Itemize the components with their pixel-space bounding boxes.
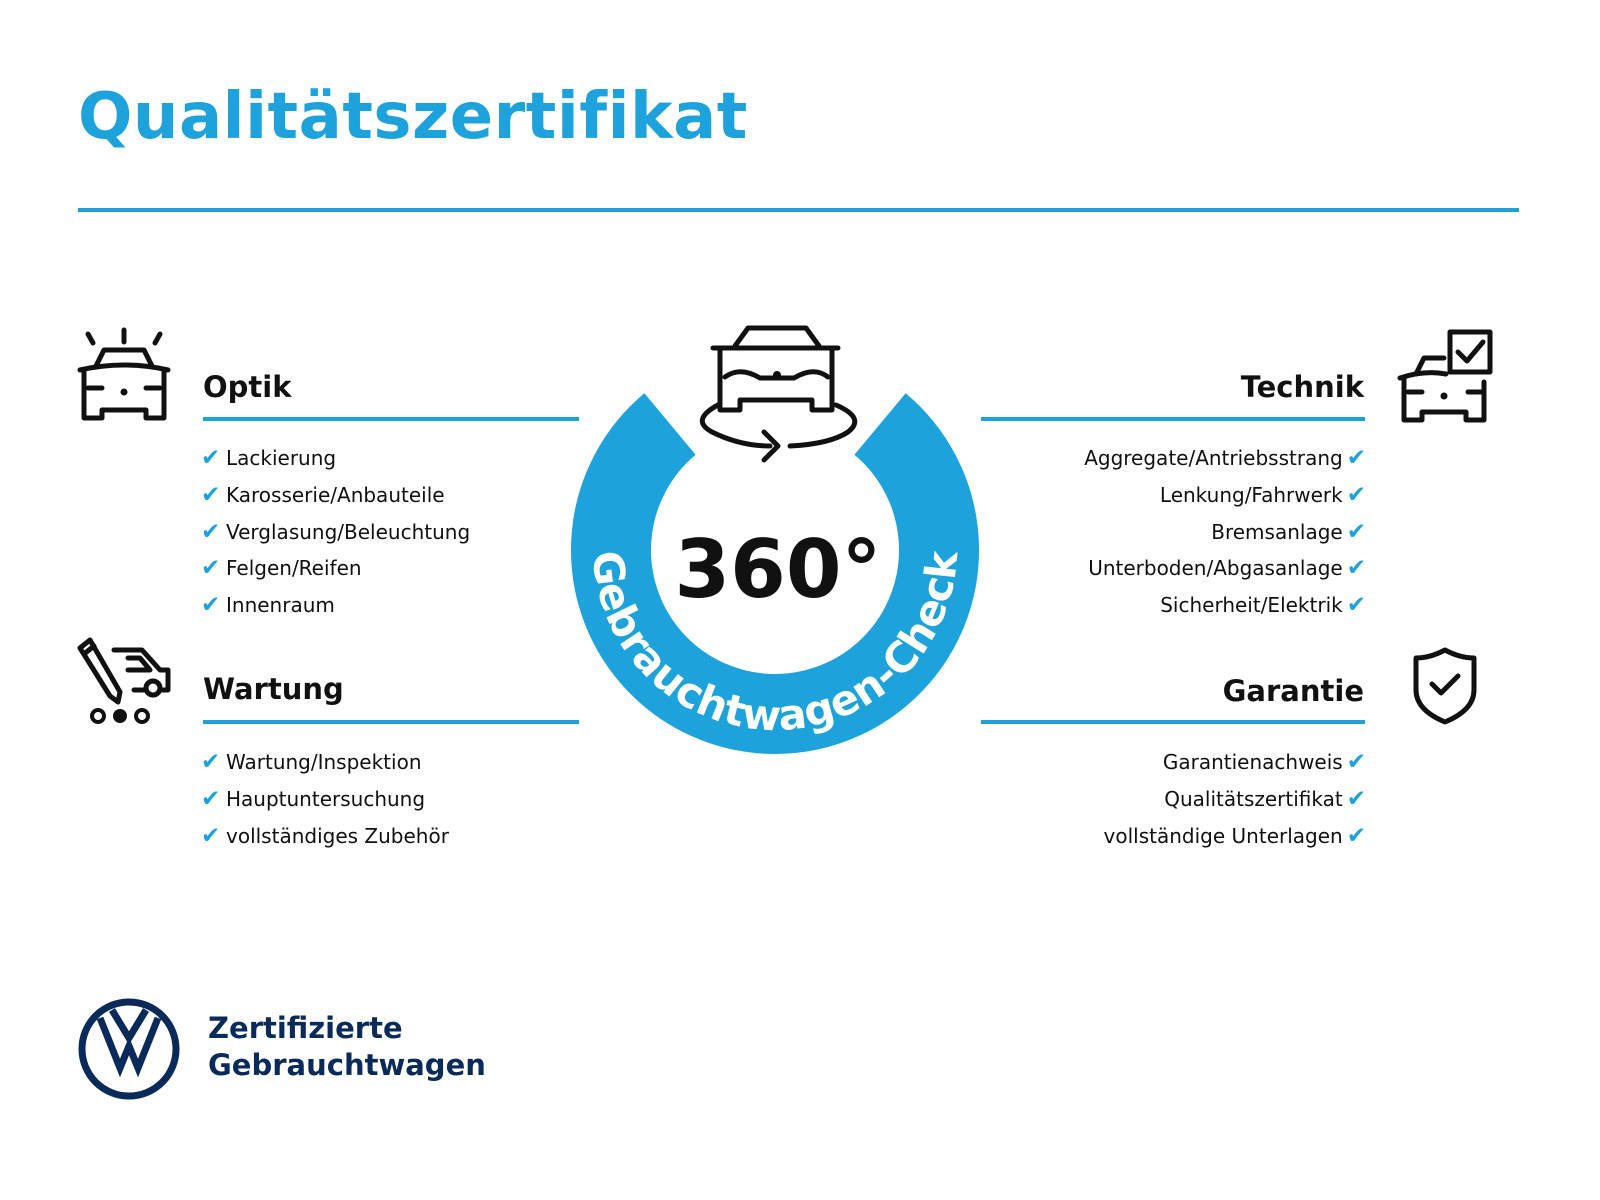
list-item: Aggregate/Antriebsstrang ✔ <box>1084 440 1366 477</box>
section-heading-optik: Optik <box>203 370 292 404</box>
wartung-list: ✔ Wartung/Inspektion ✔ Hauptuntersuchung ✔… <box>201 744 449 854</box>
section-divider <box>203 720 579 724</box>
vw-logo <box>78 998 180 1100</box>
list-item: Unterboden/Abgasanlage ✔ <box>1084 550 1366 587</box>
car-rotate-icon <box>700 325 858 463</box>
section-divider <box>203 417 579 421</box>
check-icon: ✔ <box>1346 445 1366 471</box>
check-icon: ✔ <box>1346 785 1366 812</box>
list-item: ✔ Verglasung/Beleuchtung <box>201 514 470 551</box>
check-icon: ✔ <box>1346 555 1366 582</box>
shield-check-icon <box>1413 647 1477 725</box>
check-icon: ✔ <box>201 518 221 545</box>
check-icon: ✔ <box>1346 518 1366 545</box>
check-icon: ✔ <box>1346 481 1366 508</box>
list-item: Sicherheit/Elektrik ✔ <box>1084 587 1366 624</box>
check-icon: ✔ <box>201 481 221 508</box>
list-item: ✔ Wartung/Inspektion <box>201 744 449 781</box>
list-item: Qualitätszertifikat ✔ <box>1104 781 1366 818</box>
service-van-icon <box>77 637 171 724</box>
list-item: Bremsanlage ✔ <box>1084 514 1366 551</box>
list-item: ✔ Hauptuntersuchung <box>201 781 449 818</box>
title-divider <box>78 208 1519 212</box>
check-icon: ✔ <box>201 822 221 849</box>
check-icon: ✔ <box>201 785 221 812</box>
section-divider <box>981 720 1365 724</box>
list-item: ✔ Felgen/Reifen <box>201 550 470 587</box>
section-divider <box>981 417 1365 421</box>
check-icon: ✔ <box>201 555 221 582</box>
section-heading-technik: Technik <box>1240 370 1364 404</box>
list-item: ✔ Karosserie/Anbauteile <box>201 477 470 514</box>
list-item: Garantienachweis ✔ <box>1104 744 1366 781</box>
list-item: ✔ Lackierung <box>201 440 470 477</box>
badge-ring <box>571 393 979 754</box>
degrees-label: 360° <box>675 523 882 616</box>
optik-list: ✔ Lackierung ✔ Karosserie/Anbauteile ✔ Verg… <box>201 440 470 624</box>
check-icon: ✔ <box>201 749 221 775</box>
section-heading-wartung: Wartung <box>203 672 344 706</box>
brand-text: Zertifizierte Gebrauchtwagen <box>208 1011 486 1082</box>
list-item: vollständige Unterlagen ✔ <box>1104 818 1366 855</box>
check-icon: ✔ <box>201 592 221 619</box>
garantie-list: Garantienachweis ✔ Qualitätszertifikat ✔ v… <box>1104 744 1366 854</box>
car-inspection-icon <box>77 327 171 421</box>
check-icon: ✔ <box>201 445 221 471</box>
car-checkbox-icon <box>1397 329 1493 423</box>
page-title: Qualitätszertifikat <box>78 80 748 154</box>
technik-list: Aggregate/Antriebsstrang ✔ Lenkung/Fahrwe… <box>1084 440 1366 624</box>
check-icon: ✔ <box>1346 749 1366 775</box>
check-icon: ✔ <box>1346 592 1366 619</box>
list-item: ✔ vollständiges Zubehör <box>201 818 449 855</box>
list-item: Lenkung/Fahrwerk ✔ <box>1084 477 1366 514</box>
section-heading-garantie: Garantie <box>1222 674 1364 708</box>
list-item: ✔ Innenraum <box>201 587 470 624</box>
check-icon: ✔ <box>1346 822 1366 849</box>
